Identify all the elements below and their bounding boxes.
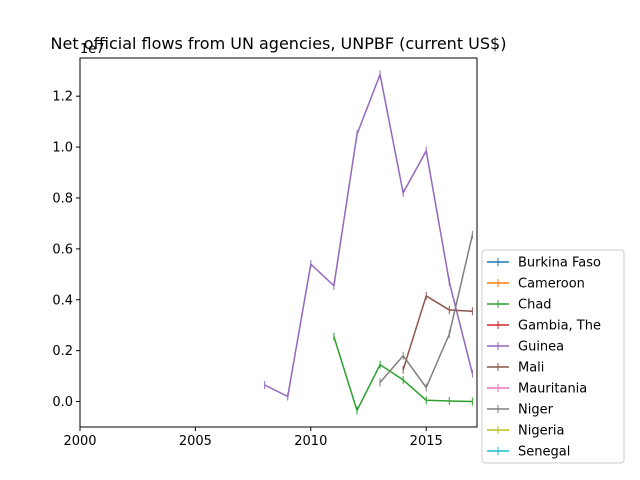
series-niger xyxy=(379,230,474,392)
x-tick-label: 2000 xyxy=(63,434,96,449)
legend-item: Gambia, The xyxy=(487,319,601,334)
axes-layer: 2000 2005 2010 2015 0.0 0.2 0.4 0.6 0.8 1.0 1.2 xyxy=(52,90,442,449)
y-tick-label: 1.0 xyxy=(52,141,73,156)
legend-item: Guinea xyxy=(487,340,564,355)
legend-label: Senegal xyxy=(518,445,570,460)
legend-label: Chad xyxy=(518,298,552,313)
series-mali xyxy=(402,291,473,374)
series-line xyxy=(379,234,474,389)
series-guinea xyxy=(264,70,474,401)
legend-item: Nigeria xyxy=(487,424,565,439)
legend-item: Chad xyxy=(487,298,552,313)
x-tick-label: 2015 xyxy=(410,434,443,449)
x-tick-label: 2010 xyxy=(294,434,327,449)
y-tick-label: 0.2 xyxy=(52,344,73,359)
legend-item: Senegal xyxy=(487,445,570,460)
y-tick-label: 1.2 xyxy=(52,90,73,105)
y-offset-label: 1e7 xyxy=(80,42,105,57)
y-tick-label: 0.6 xyxy=(52,242,73,257)
legend-item: Cameroon xyxy=(487,277,585,292)
legend-label: Gambia, The xyxy=(518,319,601,334)
series-layer xyxy=(264,70,474,415)
legend-item: Niger xyxy=(487,403,554,418)
series-line xyxy=(264,73,474,398)
y-tick-label: 0.0 xyxy=(52,395,73,410)
legend-label: Mauritania xyxy=(518,382,587,397)
y-tick-label: 0.4 xyxy=(52,293,73,308)
legend-box xyxy=(481,249,625,464)
legend-item: Mali xyxy=(487,361,544,376)
legend-label: Guinea xyxy=(518,340,564,355)
x-tick-label: 2005 xyxy=(179,434,212,449)
series-line xyxy=(402,295,473,370)
legend-label: Niger xyxy=(518,403,554,418)
y-tick-label: 0.8 xyxy=(52,191,73,206)
legend-label: Nigeria xyxy=(518,424,565,439)
plot-frame xyxy=(79,57,478,428)
chart-title: Net official flows from UN agencies, UNP… xyxy=(51,34,507,53)
legend: Burkina Faso Cameroon Chad Gambia, The Guine… xyxy=(481,249,625,464)
legend-label: Cameroon xyxy=(518,277,585,292)
legend-label: Mali xyxy=(518,361,544,376)
series-chad xyxy=(333,332,473,415)
legend-item: Mauritania xyxy=(487,382,587,397)
legend-item: Burkina Faso xyxy=(487,256,601,271)
legend-label: Burkina Faso xyxy=(518,256,601,271)
